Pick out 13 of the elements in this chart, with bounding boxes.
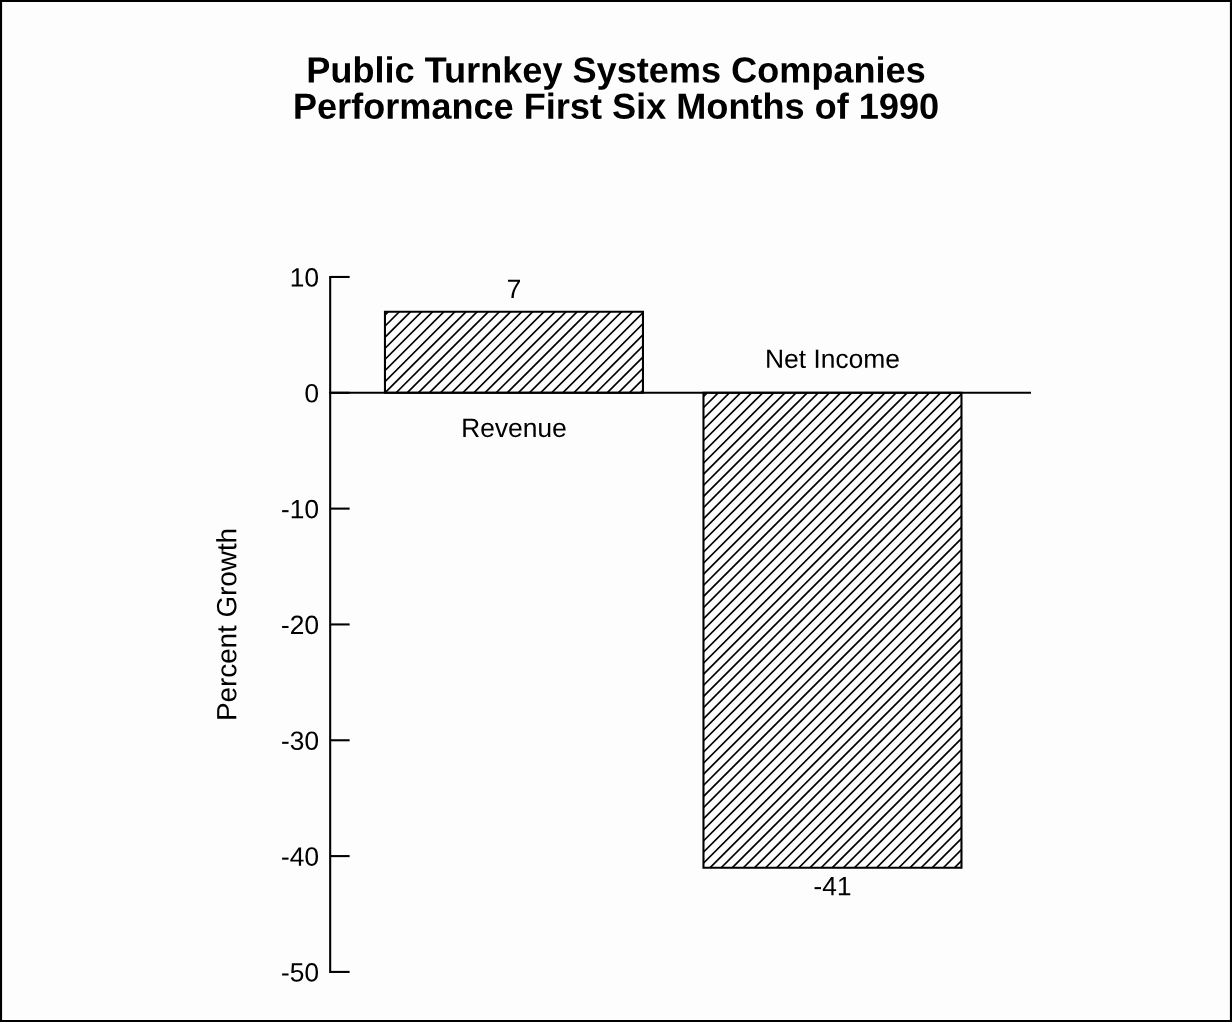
x-tick-label: Net Income: [767, 349, 899, 369]
x-tick-label: Revenue: [463, 418, 566, 438]
y-tick-label: -10: [282, 499, 319, 519]
y-tick-label: 10: [291, 268, 319, 287]
data-label: -41: [814, 876, 851, 896]
y-tick-label: 0: [305, 383, 319, 403]
y-tick-label: -20: [282, 615, 319, 635]
chart-title: Public Turnkey Systems Companies Performance First Six Months of 1990: [295, 56, 938, 120]
y-axis-title: Percent Growth: [216, 529, 237, 719]
y-tick-label: -30: [282, 731, 319, 751]
y-tick-label: -40: [282, 847, 319, 866]
y-tick-label: -50: [282, 963, 319, 982]
data-label: 7: [507, 279, 520, 298]
